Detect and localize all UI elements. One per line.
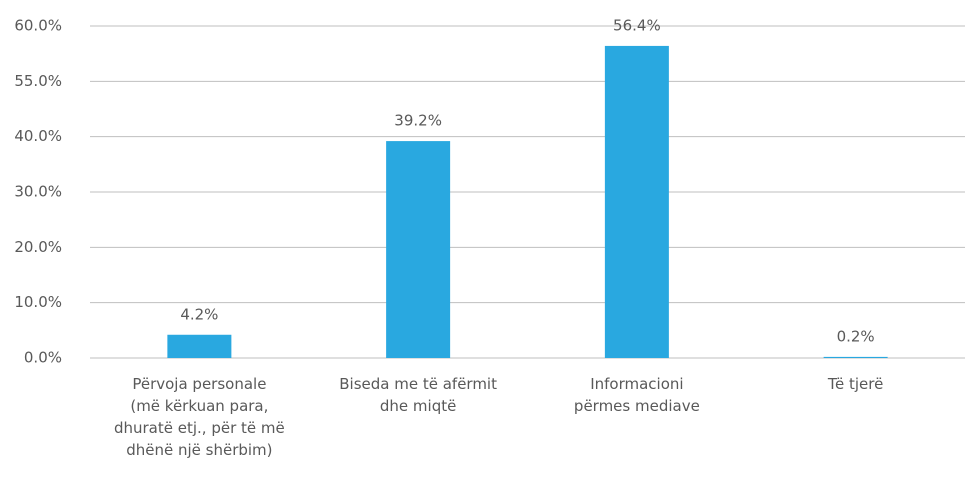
x-tick-label: Përvoja personale (më kërkuan para, dhur… [113,375,285,459]
y-tick-label: 20.0% [14,238,62,256]
x-tick-label: Biseda me të afërmit dhe miqtë [339,375,497,415]
value-label: 56.4% [613,16,661,34]
y-tick-label: 60.0% [14,17,62,35]
y-tick-label: 40.0% [14,127,62,145]
x-tick-label: Informacioni përmes mediave [573,375,700,415]
value-label: 39.2% [394,112,442,130]
bar [386,141,451,358]
bar [604,45,669,359]
y-tick-label: 10.0% [14,293,62,311]
bar [823,356,888,358]
value-label: 0.2% [837,327,875,345]
y-tick-label: 55.0% [14,72,62,90]
y-tick-label: 0.0% [24,349,62,367]
y-tick-label: 30.0% [14,183,62,201]
x-tick-label: Të tjerë [827,375,884,393]
value-label: 4.2% [180,305,218,323]
bar [167,334,232,358]
